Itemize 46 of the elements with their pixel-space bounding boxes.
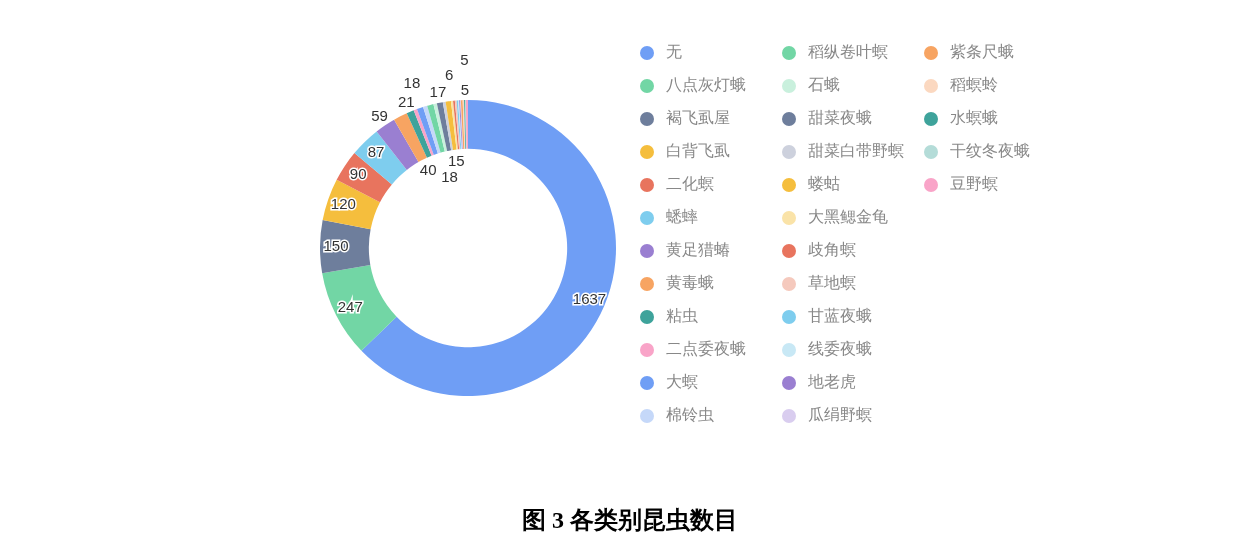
legend-label: 稻纵卷叶螟 <box>808 42 888 63</box>
legend-label: 干纹冬夜蛾 <box>950 141 1030 162</box>
legend-label: 歧角螟 <box>808 240 856 261</box>
data-label: 120 <box>330 194 356 212</box>
legend-label: 地老虎 <box>808 372 856 393</box>
legend-label: 紫条尺蛾 <box>950 42 1014 63</box>
legend-label: 八点灰灯蛾 <box>666 75 746 96</box>
data-label: 59 <box>371 107 388 125</box>
legend-label: 粘虫 <box>666 306 698 327</box>
legend-label: 二点委夜蛾 <box>666 339 746 360</box>
legend-label: 线委夜蛾 <box>808 339 872 360</box>
text: 图 3 各类别昆虫数目 <box>521 506 739 535</box>
legend-label: 豆野螟 <box>950 174 998 195</box>
data-label: 17 <box>429 83 447 101</box>
legend-label: 无 <box>666 42 682 63</box>
legend-label: 黄足猎蝽 <box>666 240 730 261</box>
data-label: 6 <box>445 66 454 84</box>
legend-label: 草地螟 <box>808 273 856 294</box>
data-label: 18 <box>441 168 458 186</box>
data-label: 150 <box>323 236 349 254</box>
data-label: 21 <box>397 92 415 110</box>
legend-label: 甘蓝夜蛾 <box>808 306 872 327</box>
data-label: 5 <box>460 80 470 98</box>
data-label: 18 <box>403 74 421 92</box>
legend-label: 稻螟蛉 <box>950 75 998 96</box>
legend-label: 甜菜白带野螟 <box>808 141 904 162</box>
legend-label: 大黑鳃金龟 <box>808 207 888 228</box>
data-label: 90 <box>349 164 367 182</box>
legend-label: 棉铃虫 <box>666 405 714 426</box>
data-label: 5 <box>460 50 469 68</box>
legend-label: 石蛾 <box>808 75 840 96</box>
legend-label: 白背飞虱 <box>666 141 730 162</box>
data-label: 15 <box>448 151 465 169</box>
legend-label: 甜菜夜蛾 <box>808 108 872 129</box>
legend-label: 蝼蛄 <box>808 174 840 195</box>
legend-label: 蟋蟀 <box>666 207 698 228</box>
data-label: 87 <box>367 143 385 161</box>
legend-label: 大螟 <box>666 372 698 393</box>
legend-label: 瓜绢野螟 <box>808 405 872 426</box>
legend-label: 二化螟 <box>666 174 714 195</box>
legend-label: 水螟蛾 <box>950 108 998 129</box>
legend-label: 黄毒蛾 <box>666 273 714 294</box>
data-label: 40 <box>419 160 437 178</box>
data-label: 1637 <box>572 289 607 307</box>
data-label: 247 <box>337 297 363 315</box>
legend-label: 褐飞虱屋 <box>666 108 730 129</box>
